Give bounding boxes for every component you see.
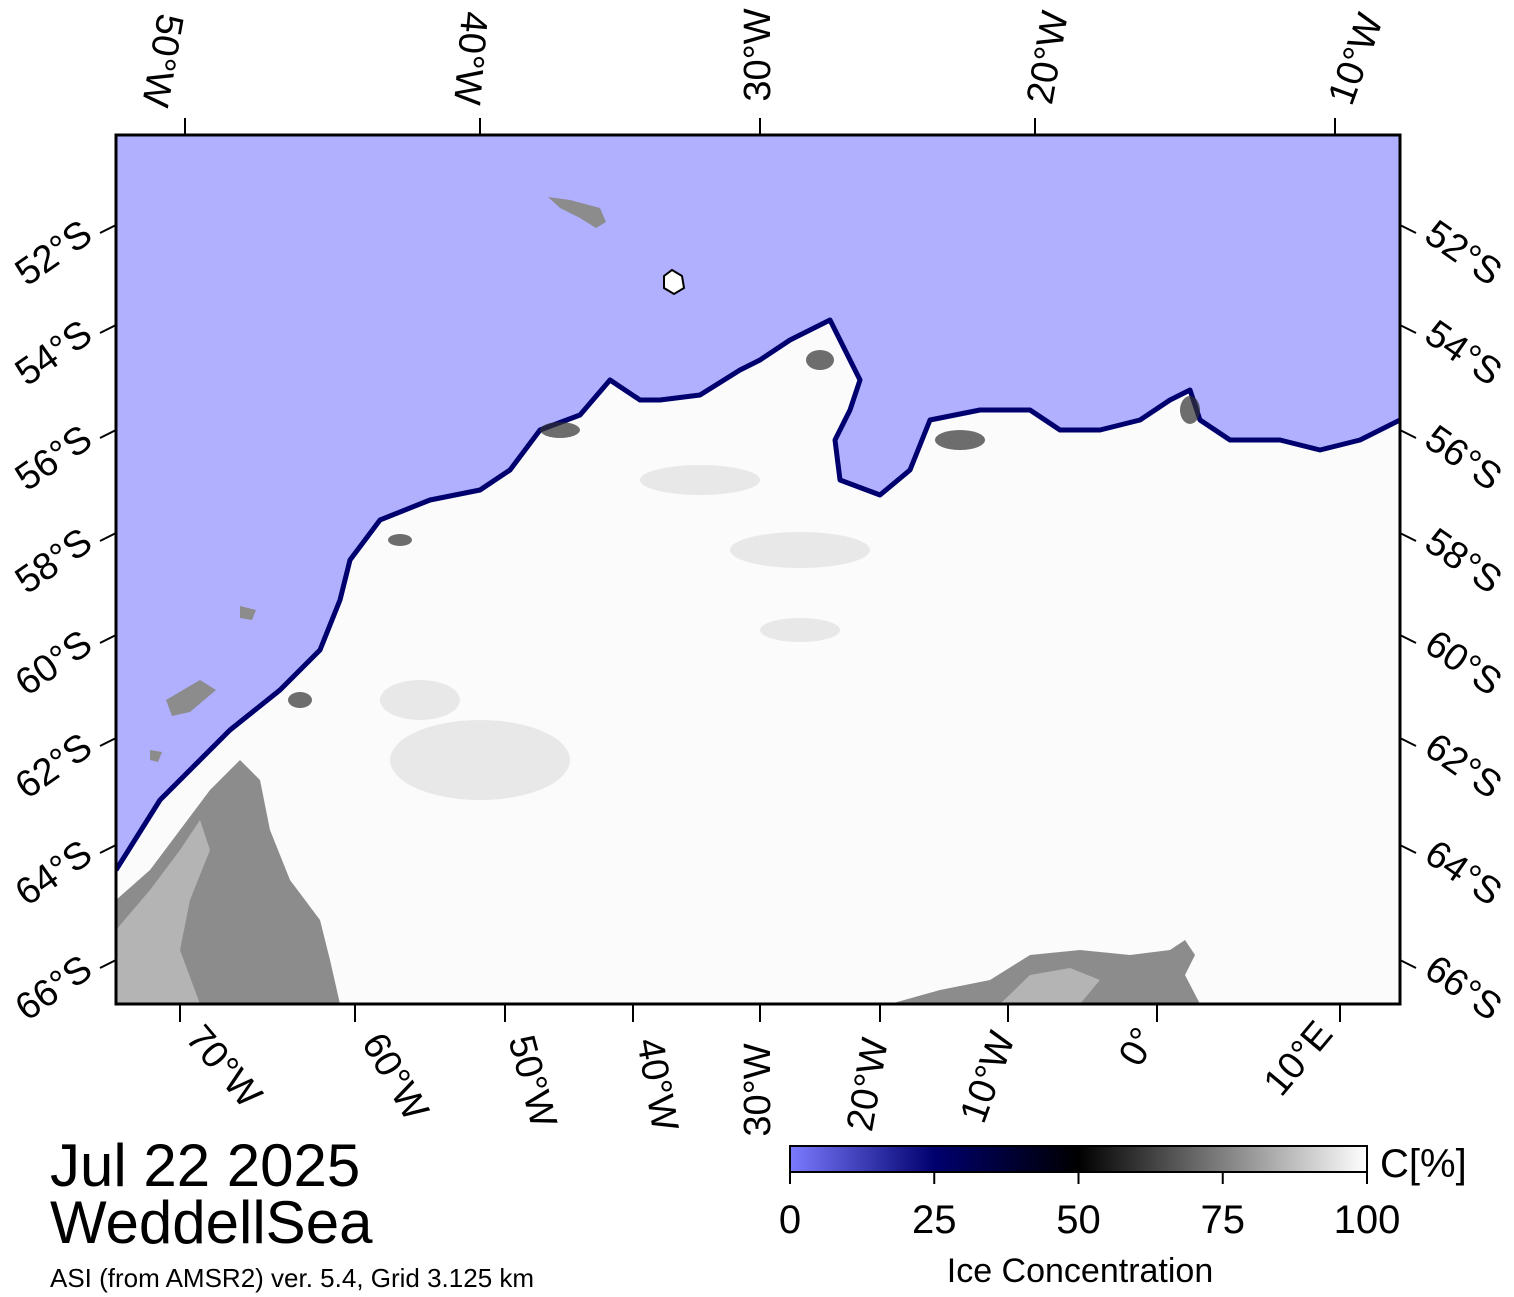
top-longitude-label: 30°W — [737, 8, 779, 101]
islet-1 — [240, 606, 256, 620]
colorbar-label: Ice Concentration — [946, 1252, 1214, 1290]
right-latitude-label: 62°S — [1417, 725, 1509, 807]
map-area — [116, 135, 1400, 1004]
colorbar-gradient — [789, 1145, 1368, 1173]
bottom-longitude-label: 50°W — [500, 1031, 565, 1132]
map-frame — [114, 133, 1402, 1006]
tick-stub — [1399, 737, 1417, 747]
ice-edge — [116, 317, 1400, 872]
right-latitude-label: 60°S — [1417, 622, 1509, 704]
region-name: WeddellSea — [50, 1189, 373, 1256]
left-latitude-label: 54°S — [8, 312, 100, 394]
tick-stub — [1399, 844, 1417, 854]
bottom-longitude-label: 10°E — [1256, 1014, 1341, 1104]
ice-dark-fragments — [288, 350, 1200, 708]
colorbar — [789, 1145, 1368, 1184]
top-longitude-label: 50°W — [133, 11, 191, 110]
frame-ticks — [99, 118, 1417, 1022]
tick-stub — [1399, 532, 1417, 542]
colorbar-tick-label: 50 — [1056, 1198, 1101, 1242]
right-latitude-label: 52°S — [1417, 212, 1509, 294]
right-latitude-label: 66°S — [1417, 947, 1509, 1029]
bottom-longitude-label: 60°W — [353, 1026, 436, 1128]
tick-stub — [99, 959, 117, 969]
tick-stub — [1399, 324, 1417, 334]
right-latitude-label: 54°S — [1417, 312, 1509, 394]
antarctica-coast-light — [1000, 968, 1100, 1004]
tick-stub — [1399, 429, 1417, 439]
tick-stub — [1399, 224, 1417, 234]
tick-stub — [99, 429, 117, 439]
tick-stub — [99, 737, 117, 747]
ice-texture — [380, 465, 870, 800]
bottom-longitude-label: 30°W — [737, 1043, 779, 1136]
left-latitude-label: 58°S — [8, 520, 100, 602]
left-latitude-label: 66°S — [8, 947, 100, 1029]
bottom-longitude-label: 70°W — [177, 1017, 269, 1116]
colorbar-tick-label: 100 — [1333, 1198, 1401, 1242]
tick-stub — [99, 532, 117, 542]
colorbar-tick-label: 75 — [1200, 1198, 1246, 1242]
colorbar-unit: C[%] — [1380, 1142, 1467, 1186]
antarctica-coast — [890, 940, 1200, 1004]
colorbar-tick-label: 0 — [778, 1198, 802, 1242]
top-longitude-label: 20°W — [1019, 8, 1077, 107]
left-latitude-label: 56°S — [8, 417, 100, 499]
left-latitude-label: 64°S — [8, 832, 100, 914]
tick-stub — [99, 224, 117, 234]
top-longitude-label: 10°W — [1320, 8, 1391, 110]
left-latitude-label: 52°S — [8, 212, 100, 294]
left-latitude-label: 60°S — [8, 622, 100, 704]
peninsula-light — [116, 820, 210, 1004]
tick-stub — [99, 324, 117, 334]
tick-stub — [1399, 634, 1417, 644]
sea-ice-area — [116, 320, 1400, 1004]
south-georgia-island — [548, 197, 606, 228]
islet-2 — [150, 750, 162, 762]
colorbar-tickmarks — [789, 1172, 1368, 1184]
top-longitude-label: 40°W — [445, 10, 495, 107]
tick-stub — [1399, 959, 1417, 969]
colorbar-tick-label: 25 — [912, 1198, 957, 1242]
tick-stub — [99, 844, 117, 854]
right-latitude-label: 58°S — [1417, 520, 1509, 602]
south-shetland-islands — [166, 680, 216, 716]
small-island — [663, 268, 686, 296]
left-latitude-label: 62°S — [8, 725, 100, 807]
bottom-longitude-label: 20°W — [839, 1035, 897, 1134]
bottom-longitude-label: 40°W — [628, 1035, 686, 1134]
right-latitude-label: 64°S — [1417, 832, 1509, 914]
tick-stub — [99, 634, 117, 644]
right-latitude-label: 56°S — [1417, 417, 1509, 499]
bottom-longitude-label: 0° — [1111, 1021, 1166, 1073]
map-date: Jul 22 2025 — [50, 1132, 361, 1199]
bottom-longitude-label: 10°W — [952, 1026, 1023, 1128]
data-source: ASI (from AMSR2) ver. 5.4, Grid 3.125 km — [50, 1263, 535, 1293]
